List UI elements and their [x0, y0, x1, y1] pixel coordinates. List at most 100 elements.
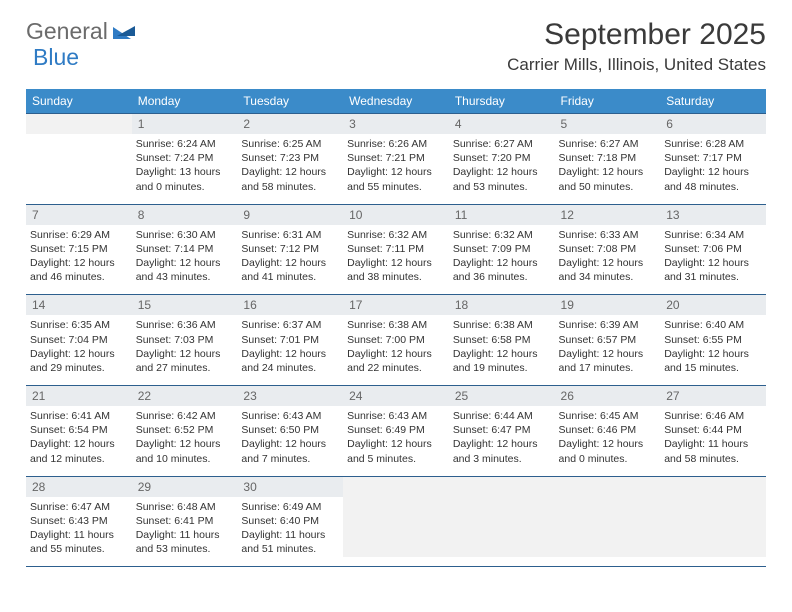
sunset-text: Sunset: 7:21 PM	[347, 151, 445, 165]
weekday-header: Friday	[555, 89, 661, 114]
daylight-text: Daylight: 12 hours and 12 minutes.	[30, 437, 128, 465]
sunset-text: Sunset: 7:09 PM	[453, 242, 551, 256]
day-cell	[343, 476, 449, 567]
calendar-week-row: 14Sunrise: 6:35 AMSunset: 7:04 PMDayligh…	[26, 295, 766, 386]
day-number: 15	[132, 295, 238, 315]
day-number: 23	[237, 386, 343, 406]
day-body: Sunrise: 6:38 AMSunset: 7:00 PMDaylight:…	[343, 315, 449, 385]
day-cell: 15Sunrise: 6:36 AMSunset: 7:03 PMDayligh…	[132, 295, 238, 386]
day-body	[449, 497, 555, 557]
daylight-text: Daylight: 12 hours and 15 minutes.	[664, 347, 762, 375]
sunrise-text: Sunrise: 6:26 AM	[347, 137, 445, 151]
day-body: Sunrise: 6:32 AMSunset: 7:09 PMDaylight:…	[449, 225, 555, 295]
day-cell: 23Sunrise: 6:43 AMSunset: 6:50 PMDayligh…	[237, 386, 343, 477]
daylight-text: Daylight: 11 hours and 55 minutes.	[30, 528, 128, 556]
day-number: 20	[660, 295, 766, 315]
day-body: Sunrise: 6:32 AMSunset: 7:11 PMDaylight:…	[343, 225, 449, 295]
day-cell	[449, 476, 555, 567]
weekday-header: Sunday	[26, 89, 132, 114]
calendar-week-row: 28Sunrise: 6:47 AMSunset: 6:43 PMDayligh…	[26, 476, 766, 567]
day-cell	[660, 476, 766, 567]
daylight-text: Daylight: 12 hours and 46 minutes.	[30, 256, 128, 284]
day-cell: 14Sunrise: 6:35 AMSunset: 7:04 PMDayligh…	[26, 295, 132, 386]
sunrise-text: Sunrise: 6:33 AM	[559, 228, 657, 242]
sunset-text: Sunset: 6:41 PM	[136, 514, 234, 528]
sunrise-text: Sunrise: 6:25 AM	[241, 137, 339, 151]
day-body	[660, 497, 766, 557]
daylight-text: Daylight: 11 hours and 58 minutes.	[664, 437, 762, 465]
sunrise-text: Sunrise: 6:45 AM	[559, 409, 657, 423]
location-text: Carrier Mills, Illinois, United States	[507, 55, 766, 75]
day-body: Sunrise: 6:44 AMSunset: 6:47 PMDaylight:…	[449, 406, 555, 476]
daylight-text: Daylight: 12 hours and 41 minutes.	[241, 256, 339, 284]
day-cell: 10Sunrise: 6:32 AMSunset: 7:11 PMDayligh…	[343, 204, 449, 295]
sunset-text: Sunset: 7:20 PM	[453, 151, 551, 165]
day-body	[555, 497, 661, 557]
day-cell: 3Sunrise: 6:26 AMSunset: 7:21 PMDaylight…	[343, 114, 449, 205]
day-number: 30	[237, 477, 343, 497]
day-number: 5	[555, 114, 661, 134]
sunrise-text: Sunrise: 6:30 AM	[136, 228, 234, 242]
day-cell: 29Sunrise: 6:48 AMSunset: 6:41 PMDayligh…	[132, 476, 238, 567]
day-body: Sunrise: 6:40 AMSunset: 6:55 PMDaylight:…	[660, 315, 766, 385]
sunrise-text: Sunrise: 6:29 AM	[30, 228, 128, 242]
sunset-text: Sunset: 7:08 PM	[559, 242, 657, 256]
day-body: Sunrise: 6:46 AMSunset: 6:44 PMDaylight:…	[660, 406, 766, 476]
sunrise-text: Sunrise: 6:32 AM	[453, 228, 551, 242]
day-number: 13	[660, 205, 766, 225]
day-number: 25	[449, 386, 555, 406]
sunset-text: Sunset: 6:58 PM	[453, 333, 551, 347]
daylight-text: Daylight: 12 hours and 3 minutes.	[453, 437, 551, 465]
day-body: Sunrise: 6:47 AMSunset: 6:43 PMDaylight:…	[26, 497, 132, 567]
daylight-text: Daylight: 12 hours and 19 minutes.	[453, 347, 551, 375]
day-cell: 17Sunrise: 6:38 AMSunset: 7:00 PMDayligh…	[343, 295, 449, 386]
daylight-text: Daylight: 12 hours and 55 minutes.	[347, 165, 445, 193]
daylight-text: Daylight: 12 hours and 29 minutes.	[30, 347, 128, 375]
logo-text-blue: Blue	[33, 44, 79, 70]
day-body: Sunrise: 6:25 AMSunset: 7:23 PMDaylight:…	[237, 134, 343, 204]
day-number: 19	[555, 295, 661, 315]
sunset-text: Sunset: 7:06 PM	[664, 242, 762, 256]
day-body: Sunrise: 6:27 AMSunset: 7:20 PMDaylight:…	[449, 134, 555, 204]
day-body: Sunrise: 6:30 AMSunset: 7:14 PMDaylight:…	[132, 225, 238, 295]
sunrise-text: Sunrise: 6:42 AM	[136, 409, 234, 423]
day-number: 6	[660, 114, 766, 134]
day-cell: 27Sunrise: 6:46 AMSunset: 6:44 PMDayligh…	[660, 386, 766, 477]
day-number	[343, 477, 449, 497]
sunrise-text: Sunrise: 6:28 AM	[664, 137, 762, 151]
day-number: 24	[343, 386, 449, 406]
sunrise-text: Sunrise: 6:31 AM	[241, 228, 339, 242]
title-block: September 2025 Carrier Mills, Illinois, …	[507, 18, 766, 75]
daylight-text: Daylight: 12 hours and 17 minutes.	[559, 347, 657, 375]
day-body: Sunrise: 6:31 AMSunset: 7:12 PMDaylight:…	[237, 225, 343, 295]
sunset-text: Sunset: 7:11 PM	[347, 242, 445, 256]
daylight-text: Daylight: 12 hours and 58 minutes.	[241, 165, 339, 193]
weekday-header: Thursday	[449, 89, 555, 114]
sunset-text: Sunset: 6:44 PM	[664, 423, 762, 437]
daylight-text: Daylight: 12 hours and 5 minutes.	[347, 437, 445, 465]
day-body: Sunrise: 6:28 AMSunset: 7:17 PMDaylight:…	[660, 134, 766, 204]
day-cell: 28Sunrise: 6:47 AMSunset: 6:43 PMDayligh…	[26, 476, 132, 567]
day-body: Sunrise: 6:26 AMSunset: 7:21 PMDaylight:…	[343, 134, 449, 204]
sunset-text: Sunset: 6:54 PM	[30, 423, 128, 437]
day-body: Sunrise: 6:39 AMSunset: 6:57 PMDaylight:…	[555, 315, 661, 385]
sunrise-text: Sunrise: 6:27 AM	[559, 137, 657, 151]
sunset-text: Sunset: 6:55 PM	[664, 333, 762, 347]
day-number: 29	[132, 477, 238, 497]
sunrise-text: Sunrise: 6:47 AM	[30, 500, 128, 514]
daylight-text: Daylight: 11 hours and 51 minutes.	[241, 528, 339, 556]
sunset-text: Sunset: 7:14 PM	[136, 242, 234, 256]
day-cell	[555, 476, 661, 567]
day-cell: 30Sunrise: 6:49 AMSunset: 6:40 PMDayligh…	[237, 476, 343, 567]
sunset-text: Sunset: 6:49 PM	[347, 423, 445, 437]
day-cell: 12Sunrise: 6:33 AMSunset: 7:08 PMDayligh…	[555, 204, 661, 295]
day-number	[555, 477, 661, 497]
day-cell: 7Sunrise: 6:29 AMSunset: 7:15 PMDaylight…	[26, 204, 132, 295]
day-body: Sunrise: 6:38 AMSunset: 6:58 PMDaylight:…	[449, 315, 555, 385]
day-body: Sunrise: 6:29 AMSunset: 7:15 PMDaylight:…	[26, 225, 132, 295]
daylight-text: Daylight: 12 hours and 24 minutes.	[241, 347, 339, 375]
sunrise-text: Sunrise: 6:43 AM	[347, 409, 445, 423]
logo: General	[26, 18, 139, 45]
day-number: 22	[132, 386, 238, 406]
day-body: Sunrise: 6:41 AMSunset: 6:54 PMDaylight:…	[26, 406, 132, 476]
